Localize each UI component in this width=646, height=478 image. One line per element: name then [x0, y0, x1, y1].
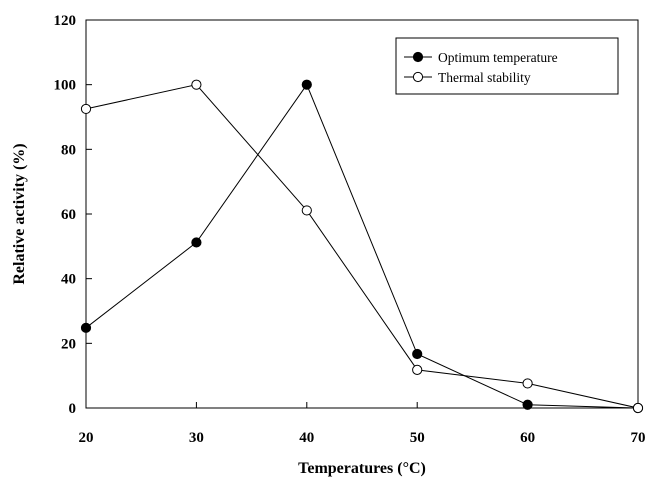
- y-tick-label: 20: [61, 336, 76, 352]
- series-optimum-temperature: [80, 79, 644, 414]
- y-axis-title: Relative activity (%): [11, 143, 28, 284]
- data-point: [301, 79, 312, 90]
- y-tick-label: 0: [69, 401, 77, 417]
- legend-box: [395, 37, 619, 95]
- x-tick-label: 70: [631, 430, 646, 446]
- series-line: [85, 83, 639, 409]
- y-tick-label: 120: [54, 13, 77, 29]
- y-tick-label: 100: [54, 78, 77, 94]
- legend-marker-optimum: [412, 51, 424, 63]
- data-point: [632, 402, 644, 414]
- y-tick-label: 80: [61, 142, 76, 158]
- legend-label-thermal: Thermal stability: [438, 70, 531, 85]
- data-point: [522, 399, 533, 410]
- data-point: [412, 348, 423, 360]
- data-point: [191, 237, 202, 248]
- data-point: [80, 103, 92, 115]
- y-axis-ticks: 0 20 40 60 80 100 120: [54, 13, 92, 417]
- data-point: [301, 205, 312, 216]
- x-tick-label: 60: [520, 430, 535, 446]
- x-tick-label: 20: [79, 430, 94, 446]
- legend-marker-thermal: [412, 71, 424, 83]
- x-axis-title: Temperatures (°C): [298, 460, 426, 477]
- series-thermal-stability: [80, 79, 644, 414]
- x-tick-label: 30: [189, 430, 204, 446]
- x-tick-label: 40: [299, 430, 314, 446]
- data-point: [191, 79, 202, 90]
- series-line: [85, 84, 639, 409]
- data-point: [80, 322, 92, 333]
- data-point: [522, 378, 533, 389]
- data-point: [412, 364, 423, 375]
- y-tick-label: 40: [61, 272, 76, 288]
- legend-label-optimum: Optimum temperature: [438, 50, 558, 65]
- x-tick-label: 50: [410, 430, 425, 446]
- legend: Optimum temperature Thermal stability: [395, 37, 619, 95]
- y-tick-label: 60: [61, 207, 76, 223]
- x-axis-ticks: 20 30 40 50 60 70: [79, 402, 646, 446]
- series-layer: [80, 79, 644, 414]
